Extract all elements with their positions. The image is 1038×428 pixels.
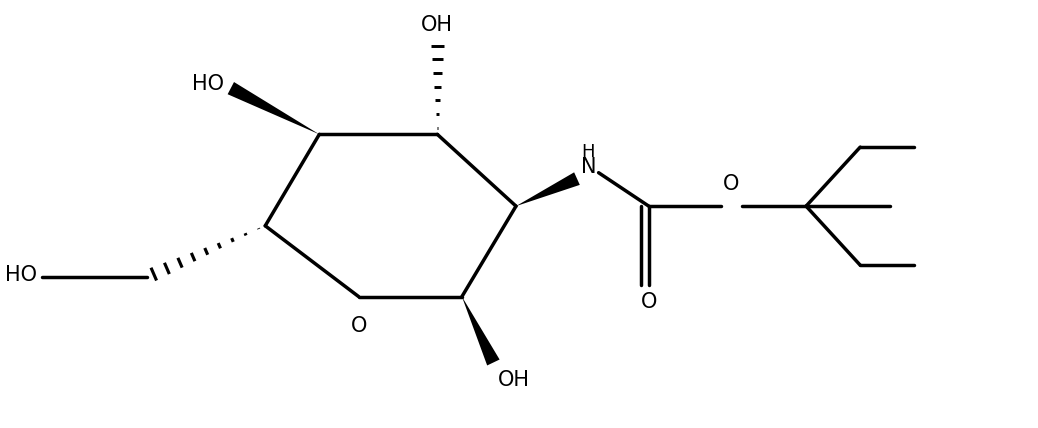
Text: OH: OH xyxy=(498,370,530,390)
Polygon shape xyxy=(516,172,580,206)
Text: OH: OH xyxy=(421,15,454,35)
Text: H: H xyxy=(581,143,595,161)
Polygon shape xyxy=(227,82,320,134)
Text: O: O xyxy=(640,292,657,312)
Text: HO: HO xyxy=(192,74,224,94)
Text: HO: HO xyxy=(5,265,37,285)
Text: N: N xyxy=(581,157,597,177)
Polygon shape xyxy=(462,297,499,366)
Text: O: O xyxy=(722,174,739,194)
Text: O: O xyxy=(351,316,366,336)
